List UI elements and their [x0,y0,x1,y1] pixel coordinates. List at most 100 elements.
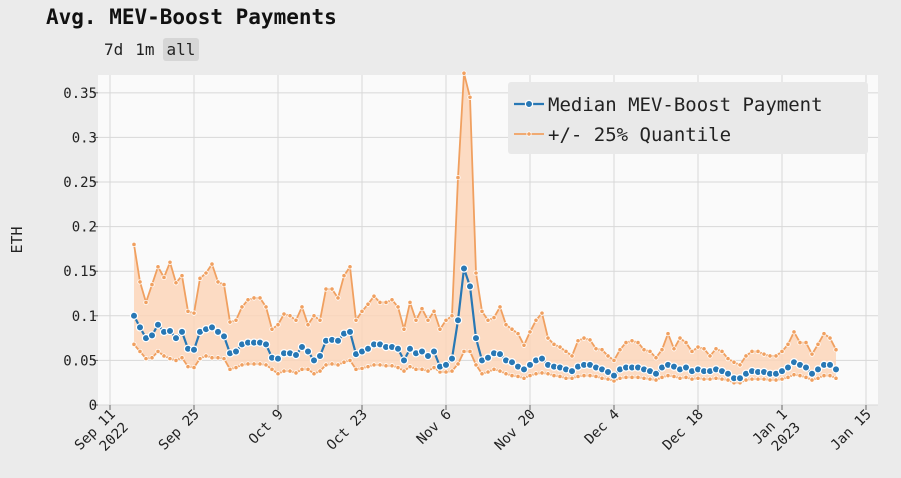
median-point [723,369,733,378]
upper-quantile-point [233,317,239,323]
upper-quantile-point [683,339,689,346]
upper-quantile-point [701,346,707,352]
y-tick-label: 0.25 [63,175,97,191]
upper-quantile-point [755,348,761,355]
upper-quantile-point [767,353,773,359]
lower-quantile-point [635,374,641,380]
lower-quantile-point [473,362,479,368]
lower-quantile-point [353,366,359,372]
upper-quantile-point [503,322,509,328]
upper-quantile-point [239,304,245,310]
median-point [735,374,745,383]
lower-quantile-point [275,371,281,377]
lower-quantile-point [539,370,545,376]
median-point [465,282,475,291]
lower-quantile-point [137,348,143,355]
upper-quantile-point [167,259,173,265]
median-point [519,365,529,374]
upper-quantile-point [215,279,221,285]
lower-quantile-point [665,372,671,379]
upper-quantile-point [383,299,389,306]
lower-quantile-point [815,375,821,381]
upper-quantile-point [245,297,251,303]
upper-quantile-point [605,353,611,359]
lower-quantile-point [629,374,635,380]
lower-quantile-point [479,371,485,377]
lower-quantile-point [527,372,533,379]
upper-quantile-point [587,337,593,343]
range-button-1m[interactable]: 1m [135,40,155,59]
lower-quantile-point [497,368,503,374]
upper-quantile-point [227,319,233,325]
x-tick-label: Sep 25 [156,407,203,454]
upper-quantile-point [377,299,383,306]
range-button-7d[interactable]: 7d [104,40,124,59]
upper-quantile-point [761,351,767,357]
lower-quantile-point [617,375,623,381]
lower-quantile-point [467,348,473,355]
median-point [153,320,163,329]
lower-quantile-point [449,368,455,374]
lower-quantile-point [323,362,329,368]
median-point [273,354,283,363]
upper-quantile-point [413,317,419,323]
y-tick-label: 0.15 [63,264,97,280]
upper-quantile-point [197,275,203,281]
quantile-band-area [134,73,836,383]
lower-quantile-point [785,374,791,380]
lower-quantile-point [545,371,551,377]
upper-quantile-point [449,313,455,319]
upper-quantile-point [671,346,677,352]
upper-quantile-point [581,335,587,341]
y-tick-label: 0.35 [63,86,97,102]
lower-quantile-point [605,376,611,382]
lower-quantile-point [557,373,563,380]
x-tick-label: Oct 9 [246,407,287,448]
median-point [417,347,427,356]
upper-quantile-point [779,348,785,355]
upper-quantile-point [263,304,269,310]
upper-quantile-point [461,70,467,76]
legend-median-label: Median MEV-Boost Payment [548,94,823,116]
upper-quantile-point [509,326,515,332]
upper-quantile-point [791,329,797,335]
lower-quantile-line [133,343,837,384]
median-point [405,344,415,354]
x-tick-label: Oct 23 [324,407,371,454]
x-tick-label: Nov 20 [492,407,539,454]
lower-quantile-point [755,376,761,382]
upper-quantile-point [251,295,257,301]
median-point [429,347,439,356]
upper-quantile-point [161,274,167,281]
median-point [309,356,319,365]
median-point [261,340,271,349]
range-button-all[interactable]: all [162,38,200,61]
median-point [303,347,313,356]
median-point [399,356,409,365]
median-point [825,360,835,370]
upper-quantile-point [407,299,413,306]
upper-quantile-point [725,356,731,362]
median-point [189,345,199,354]
lower-quantile-point [419,366,425,372]
lower-quantile-point [659,374,665,380]
upper-quantile-point [209,261,215,267]
median-point [525,360,535,370]
lower-quantile-point [167,356,173,362]
lower-quantile-point [587,372,593,379]
lower-quantile-point [581,372,587,379]
lower-quantile-point [551,372,557,379]
upper-quantile-point [479,308,485,314]
lower-quantile-point [743,377,749,383]
upper-quantile-point [827,335,833,341]
lower-quantile-point [701,376,707,382]
upper-quantile-point [833,347,839,353]
lower-quantile-point [257,361,263,367]
upper-quantile-point [269,326,275,332]
upper-quantile-point [815,341,821,347]
upper-quantile-point [653,355,659,361]
legend-quantile-label: +/- 25% Quantile [548,124,731,146]
upper-quantile-point [749,348,755,355]
median-point [291,350,301,360]
